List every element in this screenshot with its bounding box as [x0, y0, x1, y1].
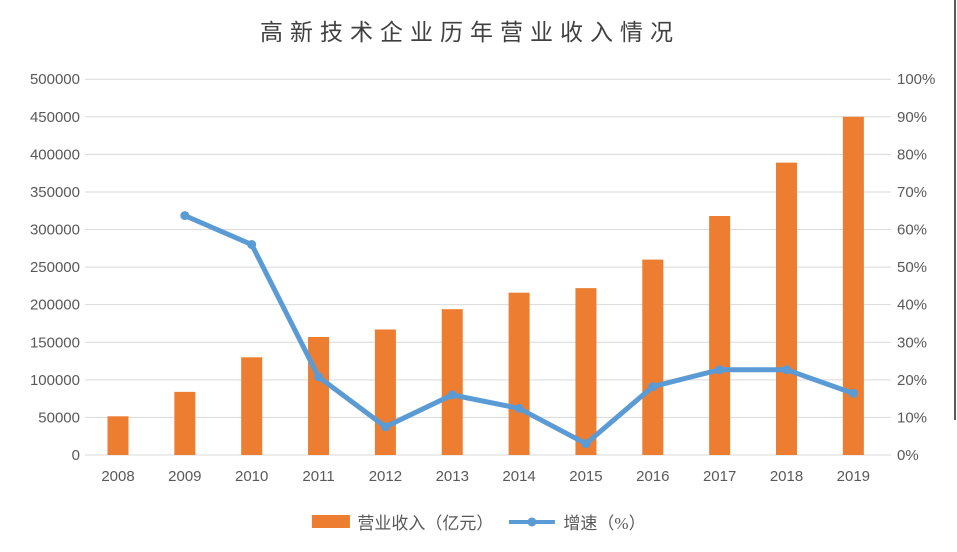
- y-axis-right-tick-label: 20%: [897, 372, 927, 389]
- y-axis-left-tick-label: 350000: [30, 184, 80, 201]
- document-border-line: [954, 0, 956, 420]
- revenue-bar-2011: [308, 336, 330, 455]
- revenue-bar-2017: [709, 215, 731, 455]
- legend-growth-label: 增速（%）: [563, 514, 646, 533]
- growth-point-2015: [581, 439, 591, 449]
- x-axis-tick-label: 2013: [436, 468, 469, 485]
- revenue-bar-2018: [776, 162, 797, 455]
- revenue-bar-2013: [441, 309, 463, 455]
- y-axis-right-tick-label: 100%: [897, 71, 935, 88]
- x-axis-tick-label: 2018: [770, 468, 803, 485]
- chart-legend: 营业收入（亿元） 增速（%）: [311, 509, 646, 534]
- x-axis-tick-label: 2017: [703, 468, 736, 485]
- y-axis-left-tick-label: 100000: [30, 372, 80, 389]
- revenue-bar-2016: [642, 259, 664, 455]
- growth-point-2014: [514, 403, 524, 413]
- y-axis-left-tick-label: 0: [72, 447, 80, 464]
- y-axis-left-tick-label: 450000: [30, 109, 80, 126]
- x-axis-tick-label: 2019: [837, 468, 870, 485]
- growth-point-2016: [648, 382, 658, 392]
- y-axis-left-tick-label: 300000: [30, 222, 80, 239]
- revenue-bar-2012: [374, 329, 396, 455]
- y-axis-right-tick-label: 90%: [897, 109, 927, 126]
- x-axis-tick-label: 2011: [302, 468, 334, 485]
- y-axis-left-tick-label: 50000: [38, 409, 80, 426]
- y-axis-right-tick-label: 30%: [897, 334, 927, 351]
- y-axis-left-tick-label: 200000: [30, 297, 80, 314]
- growth-point-2017: [715, 365, 725, 375]
- x-axis-tick-label: 2008: [101, 468, 134, 485]
- legend-bar-swatch: [311, 515, 350, 528]
- growth-point-2019: [848, 388, 858, 398]
- legend-revenue-label: 营业收入（亿元）: [357, 514, 494, 533]
- legend-item-revenue: 营业收入（亿元）: [311, 509, 493, 534]
- growth-point-2018: [782, 365, 791, 375]
- y-axis-right-tick-label: 80%: [897, 146, 927, 163]
- growth-point-2010: [247, 240, 257, 250]
- growth-point-2012: [380, 422, 390, 432]
- growth-point-2013: [447, 390, 457, 400]
- y-axis-left-tick-label: 150000: [30, 334, 80, 351]
- y-axis-right-tick-label: 40%: [897, 297, 927, 314]
- y-axis-right-tick-label: 70%: [897, 184, 927, 201]
- revenue-bar-2010: [241, 357, 263, 455]
- revenue-bar-2009: [174, 391, 196, 455]
- x-axis-tick-label: 2010: [235, 468, 268, 485]
- y-axis-right-tick-label: 10%: [897, 409, 927, 426]
- x-axis-tick-label: 2015: [569, 468, 602, 485]
- y-axis-right-tick-label: 50%: [897, 259, 927, 276]
- y-axis-left-tick-label: 250000: [30, 259, 80, 276]
- y-axis-right-tick-label: 60%: [897, 222, 927, 239]
- growth-point-2009: [180, 211, 190, 221]
- y-axis-left-tick-label: 500000: [30, 71, 80, 88]
- x-axis-tick-label: 2014: [502, 468, 535, 485]
- x-axis-tick-label: 2012: [369, 468, 402, 485]
- x-axis-tick-label: 2016: [636, 468, 669, 485]
- revenue-bar-2008: [107, 416, 129, 455]
- legend-line-swatch: [508, 517, 555, 526]
- growth-point-2011: [314, 372, 324, 382]
- y-axis-left-tick-label: 400000: [30, 146, 80, 163]
- x-axis-tick-label: 2009: [168, 468, 201, 485]
- chart-title: 高新技术企业历年营业收入情况: [260, 20, 680, 45]
- legend-item-growth: 增速（%）: [507, 509, 646, 534]
- y-axis-right-tick-label: 0%: [897, 447, 919, 464]
- revenue-bar-2019: [842, 116, 864, 455]
- revenue-bar-2015: [575, 288, 597, 455]
- revenue-bar-2014: [508, 292, 530, 455]
